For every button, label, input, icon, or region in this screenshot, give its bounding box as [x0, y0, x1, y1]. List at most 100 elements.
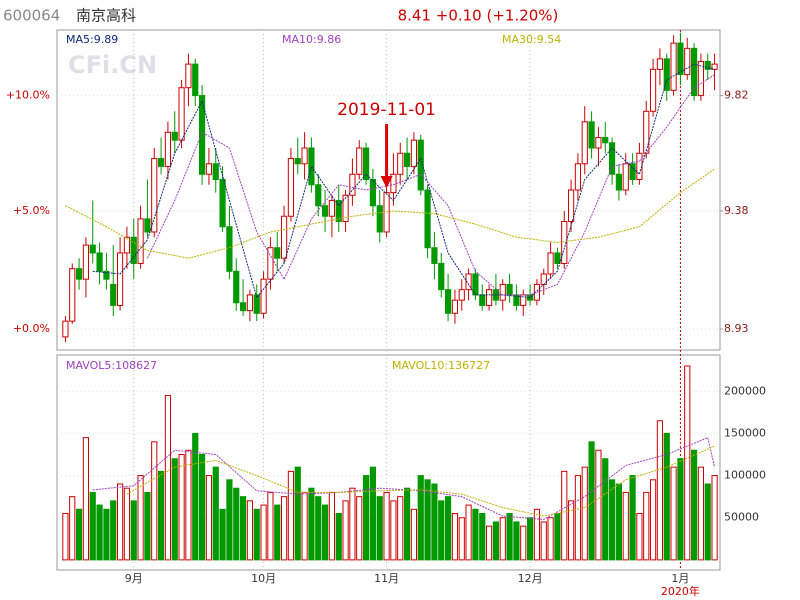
- candle-body: [417, 139, 424, 191]
- volume-bar: [492, 521, 500, 561]
- candle-body: [608, 142, 616, 175]
- volume-bar: [287, 470, 295, 561]
- candle-body: [233, 270, 240, 304]
- y-tick-label: 100000: [724, 469, 766, 482]
- candle-body: [110, 283, 117, 306]
- candle-body: [567, 189, 575, 222]
- candle-body: [267, 247, 274, 280]
- y2-tick-label: 9.82: [724, 89, 749, 102]
- candle-body: [219, 179, 226, 228]
- candle-body: [485, 289, 493, 306]
- ma-line: [146, 74, 715, 296]
- candle-body: [328, 199, 336, 217]
- volume-bar: [581, 466, 588, 561]
- candle-body: [294, 158, 301, 165]
- candle-body: [643, 110, 650, 154]
- volume-bar: [465, 504, 472, 561]
- candle-body: [574, 163, 582, 191]
- candle-body: [130, 236, 137, 264]
- volume-bar: [649, 479, 657, 561]
- volume-bar: [431, 483, 438, 561]
- volume-bar: [89, 491, 96, 561]
- volume-bar: [157, 470, 165, 561]
- volume-bar: [185, 449, 192, 561]
- candle-body: [684, 47, 691, 76]
- volume-bar: [144, 491, 151, 561]
- candle-body: [362, 147, 370, 181]
- volume-bar: [636, 513, 643, 561]
- candle-body: [479, 294, 486, 306]
- candle-body: [151, 158, 158, 233]
- volume-bar: [417, 475, 424, 561]
- candle-body: [356, 147, 363, 175]
- volume-bar: [321, 504, 329, 561]
- volume-bar: [123, 487, 131, 561]
- volume-bar: [233, 487, 240, 561]
- candle-body: [547, 252, 554, 275]
- legend-entry: MA5:9.89: [66, 33, 118, 46]
- volume-bar: [663, 432, 670, 561]
- legend-entry: MA30:9.54: [502, 33, 561, 46]
- candle-body: [89, 244, 96, 254]
- volume-bar: [62, 513, 69, 561]
- volume-bar: [328, 491, 336, 561]
- candle-body: [540, 273, 547, 285]
- candle-body: [239, 302, 247, 312]
- candle-body: [253, 294, 260, 314]
- volume-panel: [56, 354, 721, 571]
- volume-bar: [75, 508, 83, 561]
- x-tick-label: 1月: [671, 572, 689, 585]
- volume-bar: [349, 487, 356, 561]
- candle-body: [342, 194, 349, 222]
- volume-bar: [554, 513, 561, 561]
- volume-bar: [690, 449, 698, 561]
- y-tick-label: 200000: [724, 384, 766, 397]
- volume-bar: [485, 525, 493, 561]
- candle-body: [82, 244, 90, 280]
- legend-entry: MAVOL5:108627: [66, 359, 157, 372]
- volume-bar: [506, 513, 513, 561]
- candle-body: [656, 58, 664, 70]
- volume-bar: [479, 513, 486, 561]
- volume-bar: [444, 496, 452, 561]
- y2-tick-label: 9.38: [724, 204, 749, 217]
- mavol-line: [126, 445, 715, 517]
- volume-bar: [192, 432, 199, 561]
- candle-body: [62, 320, 69, 338]
- volume-bar: [526, 517, 534, 561]
- volume-bar: [403, 487, 411, 561]
- candle-body: [185, 63, 192, 89]
- volume-bar: [171, 458, 178, 561]
- volume-bar: [356, 496, 363, 561]
- ma-line: [92, 63, 715, 299]
- candle-body: [677, 42, 684, 76]
- candle-body: [602, 137, 609, 144]
- volume-bar: [458, 517, 465, 561]
- stock-name: 南京高科: [76, 7, 136, 25]
- y-tick-label: 50000: [724, 511, 759, 524]
- candle-body: [192, 63, 199, 97]
- volume-bar: [103, 508, 110, 561]
- ma-line: [65, 168, 715, 259]
- candle-body: [369, 179, 377, 207]
- candle-body: [636, 152, 643, 181]
- stock-code: 600064: [3, 7, 60, 25]
- candle-body: [410, 139, 418, 167]
- candle-body: [670, 42, 677, 91]
- candle-body: [157, 158, 165, 167]
- candle-body: [704, 60, 711, 70]
- candle-body: [622, 163, 629, 191]
- volume-bar: [267, 491, 274, 561]
- volume-bar: [608, 479, 616, 561]
- volume-bar: [711, 475, 718, 561]
- legend-entry: MAVOL10:136727: [392, 359, 490, 372]
- volume-bar: [499, 517, 506, 561]
- mavol-line: [92, 436, 716, 520]
- candle-body: [561, 220, 568, 264]
- volume-bar: [629, 475, 636, 561]
- volume-bar: [198, 453, 206, 561]
- volume-bar: [253, 508, 260, 561]
- volume-bar: [472, 508, 479, 561]
- candle-body: [287, 158, 295, 217]
